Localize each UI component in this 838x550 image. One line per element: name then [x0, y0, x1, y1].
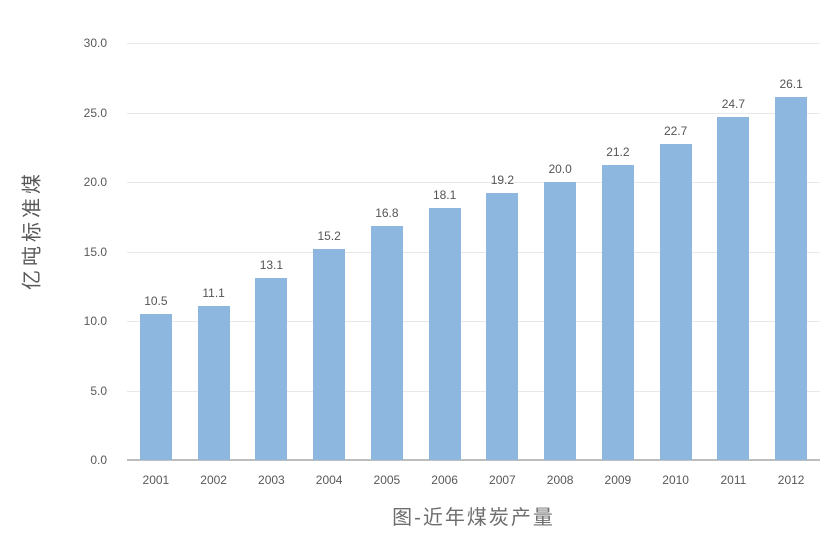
- bar-2010: [659, 144, 692, 460]
- bar-2004: [313, 248, 346, 460]
- x-tick-label-2010: 2010: [662, 473, 689, 487]
- y-tick-label: 25.0: [83, 105, 107, 120]
- bar-value-label: 15.2: [317, 228, 341, 243]
- y-tick-label: 5.0: [90, 383, 107, 398]
- chart-title: 图-近年煤炭产量: [392, 507, 555, 529]
- bar-value-label: 21.2: [606, 145, 630, 160]
- gridline: [127, 182, 820, 183]
- x-tick-label-2001: 2001: [142, 473, 170, 487]
- x-tick-label-2005: 2005: [373, 473, 401, 487]
- y-tick-label: 30.0: [83, 36, 107, 50]
- gridline: [127, 321, 820, 322]
- bar-value-label: 11.1: [202, 285, 225, 300]
- bar-value-label: 18.1: [432, 188, 457, 203]
- x-tick-label-2003: 2003: [258, 473, 285, 487]
- x-tick-label-2002: 2002: [200, 473, 227, 487]
- x-tick-label-2009: 2009: [604, 473, 632, 487]
- gridline: [127, 251, 820, 253]
- y-tick-label: 15.0: [83, 244, 107, 259]
- y-tick-label: 10.0: [83, 314, 107, 328]
- x-tick-label-2008: 2008: [546, 473, 574, 487]
- bar-2006: [428, 208, 461, 460]
- bar-value-label: 20.0: [548, 162, 572, 176]
- bar-2005: [370, 226, 403, 460]
- x-tick-label-2007: 2007: [489, 473, 516, 487]
- bar-value-label: 13.1: [259, 257, 284, 272]
- bar-value-label: 19.2: [490, 173, 515, 188]
- bar-value-label: 16.8: [375, 206, 399, 221]
- bar-2012: [775, 97, 808, 460]
- x-tick-label-2011: 2011: [720, 473, 747, 487]
- gridline: [127, 43, 820, 44]
- bar-2007: [486, 193, 519, 460]
- bar-2011: [717, 116, 750, 460]
- bar-2008: [544, 182, 577, 460]
- bar-value-label: 24.7: [721, 96, 746, 111]
- y-tick-label: 0.0: [90, 453, 107, 467]
- bar-2002: [197, 305, 230, 460]
- gridline: [127, 390, 820, 392]
- bar-value-label: 26.1: [779, 77, 803, 92]
- x-tick-label-2004: 2004: [315, 473, 343, 487]
- plot-area: 10.5 11.1 13.1 15.2 16.8 18.1 19.2 20.0 21.2 22.7…: [127, 43, 820, 461]
- gridline: [127, 112, 820, 114]
- bar-2009: [601, 165, 634, 460]
- bar-value-label: 22.7: [663, 124, 688, 139]
- y-tick-label: 20.0: [83, 175, 107, 189]
- bar-value-label: 10.5: [144, 294, 168, 309]
- x-tick-label-2012: 2012: [777, 473, 805, 487]
- x-tick-label-2006: 2006: [431, 473, 458, 487]
- bar-2003: [255, 277, 288, 460]
- x-axis-line: [127, 459, 820, 461]
- bar-2001: [139, 314, 172, 460]
- y-axis-title: 亿吨标准煤: [21, 170, 44, 290]
